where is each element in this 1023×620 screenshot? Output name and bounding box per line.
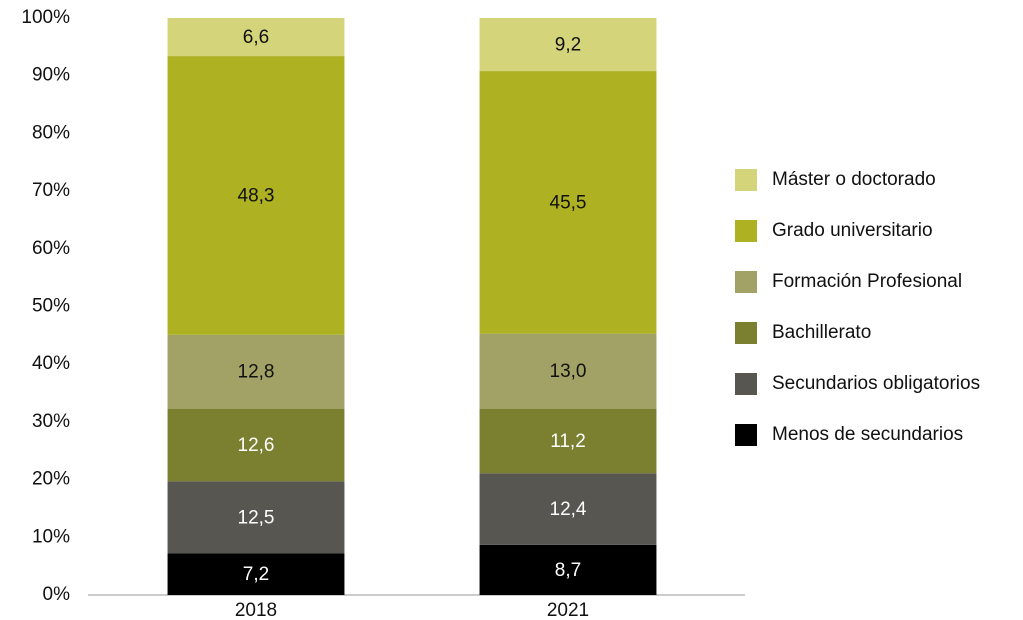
legend-swatch xyxy=(735,271,757,293)
legend-swatch xyxy=(735,373,757,395)
legend-label: Menos de secundarios xyxy=(772,424,963,445)
data-label: 12,5 xyxy=(238,507,275,528)
bar-segment xyxy=(167,408,345,482)
y-tick-label: 80% xyxy=(32,122,70,143)
data-label: 45,5 xyxy=(550,192,587,213)
data-label: 8,7 xyxy=(555,560,581,581)
data-label: 12,6 xyxy=(238,435,275,456)
bar-segment xyxy=(479,408,657,474)
legend-swatch xyxy=(735,322,757,344)
data-label: 12,4 xyxy=(550,499,587,520)
data-label: 13,0 xyxy=(550,361,587,382)
bar-segment xyxy=(167,334,345,409)
x-tick-label: 2018 xyxy=(235,600,277,620)
y-tick-label: 100% xyxy=(21,7,70,28)
legend-swatch xyxy=(735,169,757,191)
data-label: 7,2 xyxy=(243,564,269,585)
y-tick-label: 40% xyxy=(32,353,70,374)
bar-segment xyxy=(479,18,657,72)
y-tick-label: 20% xyxy=(32,469,70,490)
data-label: 11,2 xyxy=(550,431,586,452)
bar-segment xyxy=(479,473,657,545)
y-tick-label: 50% xyxy=(32,296,70,317)
data-label: 6,6 xyxy=(243,27,269,48)
data-label: 12,8 xyxy=(238,362,275,383)
x-tick-label: 2021 xyxy=(547,600,589,620)
bar-segment xyxy=(167,553,345,595)
bar-segment xyxy=(167,481,345,554)
y-tick-label: 70% xyxy=(32,180,70,201)
data-label: 48,3 xyxy=(238,185,275,206)
bar-segment xyxy=(167,56,345,335)
y-tick-label: 0% xyxy=(43,584,71,605)
legend-swatch xyxy=(735,424,757,446)
legend-label: Grado universitario xyxy=(772,220,933,241)
legend-label: Formación Profesional xyxy=(772,271,962,292)
legend-swatch xyxy=(735,220,757,242)
bar-segment xyxy=(167,18,345,57)
legend-label: Máster o doctorado xyxy=(772,169,936,190)
y-tick-label: 60% xyxy=(32,238,70,259)
legend-label: Bachillerato xyxy=(772,322,871,343)
y-tick-label: 90% xyxy=(32,65,70,86)
data-label: 9,2 xyxy=(555,35,581,56)
bar-segment xyxy=(479,544,657,595)
legend-label: Secundarios obligatorios xyxy=(772,373,980,394)
bar-segment xyxy=(479,71,657,334)
y-tick-label: 30% xyxy=(32,411,70,432)
y-tick-label: 10% xyxy=(32,526,70,547)
bar-segment xyxy=(479,333,657,409)
